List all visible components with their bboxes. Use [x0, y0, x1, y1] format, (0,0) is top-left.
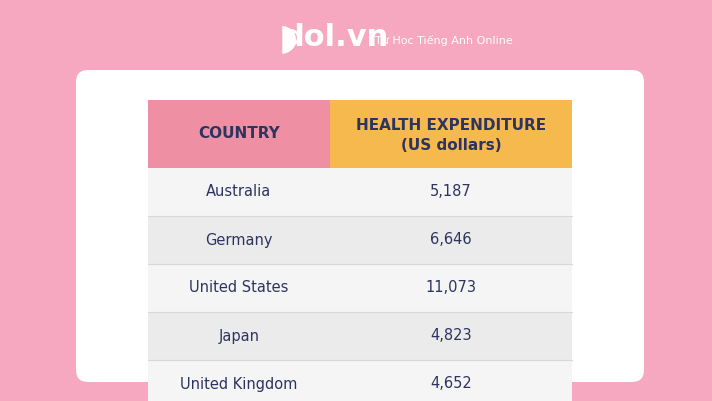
- Text: United States: United States: [189, 281, 288, 296]
- FancyBboxPatch shape: [330, 264, 572, 312]
- Text: 4,823: 4,823: [430, 328, 472, 344]
- FancyBboxPatch shape: [148, 168, 330, 216]
- FancyBboxPatch shape: [148, 312, 330, 360]
- Text: Tự Học Tiếng Anh Online: Tự Học Tiếng Anh Online: [375, 36, 513, 47]
- FancyBboxPatch shape: [330, 168, 572, 216]
- FancyBboxPatch shape: [330, 216, 572, 264]
- Text: HEALTH EXPENDITURE: HEALTH EXPENDITURE: [356, 117, 546, 132]
- Text: (US dollars): (US dollars): [401, 138, 501, 152]
- Text: 6,646: 6,646: [430, 233, 472, 247]
- FancyBboxPatch shape: [76, 70, 644, 382]
- Text: 11,073: 11,073: [426, 281, 476, 296]
- Text: Germany: Germany: [205, 233, 273, 247]
- FancyBboxPatch shape: [330, 360, 572, 401]
- Text: COUNTRY: COUNTRY: [198, 126, 280, 142]
- FancyBboxPatch shape: [148, 216, 330, 264]
- FancyBboxPatch shape: [330, 312, 572, 360]
- Text: 5,187: 5,187: [430, 184, 472, 200]
- FancyBboxPatch shape: [148, 360, 330, 401]
- Text: Japan: Japan: [219, 328, 259, 344]
- FancyBboxPatch shape: [330, 100, 572, 168]
- Text: 4,652: 4,652: [430, 377, 472, 391]
- FancyBboxPatch shape: [148, 264, 330, 312]
- Text: ◗: ◗: [278, 21, 298, 55]
- Text: United Kingdom: United Kingdom: [180, 377, 298, 391]
- Text: dol.vn: dol.vn: [283, 24, 389, 53]
- FancyBboxPatch shape: [148, 100, 330, 168]
- Text: Australia: Australia: [206, 184, 271, 200]
